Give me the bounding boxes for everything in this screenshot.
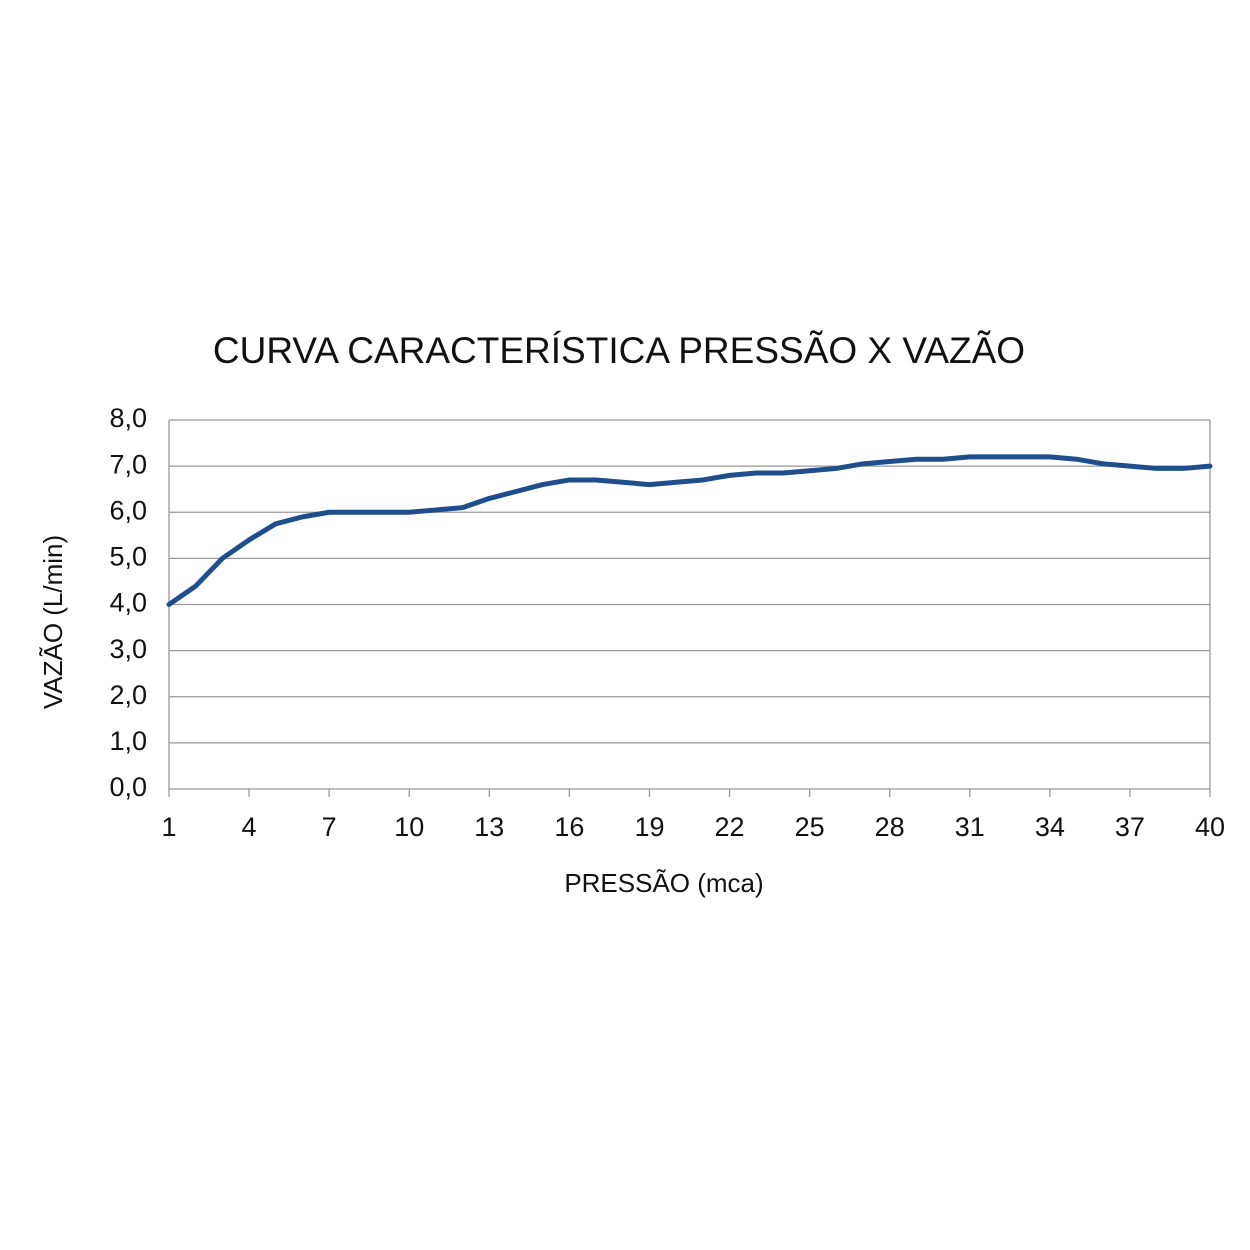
y-tick-label: 8,0 — [109, 403, 147, 433]
x-tick-label: 34 — [1035, 812, 1065, 842]
data-line — [166, 454, 1213, 607]
x-tick-label: 1 — [161, 812, 176, 842]
y-tick-label: 4,0 — [109, 588, 147, 618]
chart-title: CURVA CARACTERÍSTICA PRESSÃO X VAZÃO — [213, 330, 1025, 371]
x-tick-label: 13 — [474, 812, 504, 842]
x-tick-label: 19 — [634, 812, 664, 842]
x-tick-label: 37 — [1115, 812, 1145, 842]
x-tick-label: 40 — [1195, 812, 1225, 842]
x-tick-label: 10 — [394, 812, 424, 842]
x-tick-label: 22 — [715, 812, 745, 842]
y-tick-label: 2,0 — [109, 680, 147, 710]
x-tick-label: 7 — [322, 812, 337, 842]
y-tick-label: 0,0 — [109, 772, 147, 802]
y-tick-label: 5,0 — [109, 542, 147, 572]
x-tick-label: 31 — [955, 812, 985, 842]
y-tick-label: 1,0 — [109, 726, 147, 756]
x-tick-label: 16 — [554, 812, 584, 842]
y-tick-label: 6,0 — [109, 495, 147, 525]
x-tick-label: 4 — [242, 812, 257, 842]
y-tick-label: 7,0 — [109, 449, 147, 479]
x-axis-label: PRESSÃO (mca) — [564, 868, 763, 898]
y-axis-label: VAZÃO (L/min) — [38, 535, 68, 709]
x-tick-label: 28 — [875, 812, 905, 842]
x-tick-label: 25 — [795, 812, 825, 842]
y-tick-label: 3,0 — [109, 634, 147, 664]
